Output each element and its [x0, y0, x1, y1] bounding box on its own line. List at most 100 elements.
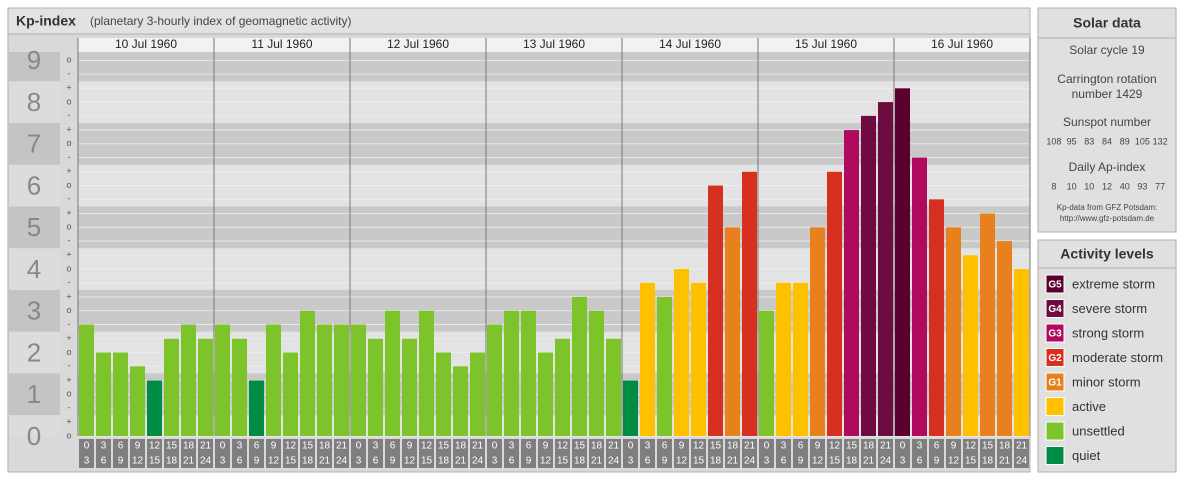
- slot-end: 24: [336, 456, 348, 467]
- bar: [963, 255, 978, 436]
- solar-value: 95: [1067, 136, 1077, 146]
- slot-start: 18: [183, 441, 195, 452]
- bar: [878, 102, 893, 436]
- slot-box: [368, 439, 383, 468]
- bar: [929, 199, 944, 436]
- label-band: [9, 52, 60, 82]
- solar-value: 40: [1120, 181, 1130, 191]
- slot-box: [623, 439, 638, 468]
- legend-label: quiet: [1072, 448, 1101, 463]
- bar: [504, 310, 519, 436]
- slot-start: 15: [846, 441, 858, 452]
- slot-end: 18: [302, 456, 314, 467]
- slot-end: 12: [404, 456, 416, 467]
- legend-code: G3: [1048, 329, 1062, 340]
- slot-box: [266, 439, 281, 468]
- label-band: [9, 373, 60, 416]
- bar: [368, 338, 383, 436]
- day-label: 15 Jul 1960: [795, 37, 857, 51]
- slot-end: 18: [846, 456, 858, 467]
- slot-start: 18: [863, 441, 875, 452]
- slot-end: 6: [237, 456, 243, 467]
- day-label: 12 Jul 1960: [387, 37, 449, 51]
- bar: [300, 310, 315, 436]
- y-tick-label: 1: [27, 379, 41, 409]
- legend-swatch: [1045, 397, 1065, 416]
- slot-start: 15: [438, 441, 450, 452]
- slot-start: 0: [764, 441, 770, 452]
- slot-start: 21: [608, 441, 620, 452]
- slot-end: 3: [628, 456, 634, 467]
- slot-box: [725, 439, 740, 468]
- day-label: 10 Jul 1960: [115, 37, 177, 51]
- slot-end: 6: [917, 456, 923, 467]
- slot-box: [334, 439, 349, 468]
- value: 19: [1131, 43, 1145, 57]
- y-tick-label: 0: [27, 421, 41, 451]
- bar: [402, 338, 417, 436]
- minor-tick-label: o: [66, 263, 71, 273]
- bar: [266, 324, 281, 436]
- slot-start: 0: [84, 441, 90, 452]
- slot-box: [878, 439, 893, 468]
- slot-start: 18: [999, 441, 1011, 452]
- slot-start: 12: [557, 441, 569, 452]
- legend-label: minor storm: [1072, 374, 1141, 389]
- bar: [487, 324, 502, 436]
- bar: [657, 297, 672, 436]
- slot-box: [861, 439, 876, 468]
- label-band: [9, 289, 60, 332]
- slot-box: [963, 439, 978, 468]
- solar-value: 77: [1155, 181, 1165, 191]
- minor-tick-label: +: [66, 166, 71, 176]
- minor-tick-label: -: [68, 361, 71, 371]
- slot-box: [640, 439, 655, 468]
- bar: [589, 310, 604, 436]
- bar: [283, 352, 298, 436]
- bar: [351, 324, 366, 436]
- bar: [96, 352, 111, 436]
- slot-end: 15: [693, 456, 705, 467]
- source: Kp-data from GFZ Potsdam:: [1057, 203, 1157, 212]
- slot-end: 3: [356, 456, 362, 467]
- slot-box: [113, 439, 128, 468]
- slot-end: 24: [744, 456, 756, 467]
- slot-box: [980, 439, 995, 468]
- slot-start: 15: [166, 441, 178, 452]
- slot-start: 3: [373, 441, 379, 452]
- slot-box: [912, 439, 927, 468]
- slot-start: 3: [645, 441, 651, 452]
- bar: [810, 227, 825, 436]
- bar: [861, 115, 876, 436]
- slot-box: [759, 439, 774, 468]
- slot-box: [844, 439, 859, 468]
- slot-end: 21: [727, 456, 739, 467]
- slot-start: 0: [628, 441, 634, 452]
- slot-start: 9: [135, 441, 141, 452]
- slot-start: 6: [798, 441, 804, 452]
- title-bar: [7, 7, 1031, 35]
- solar-value: 10: [1084, 181, 1094, 191]
- bar: [606, 338, 621, 436]
- slot-box: [827, 439, 842, 468]
- band: [78, 52, 1030, 82]
- slot-end: 21: [591, 456, 603, 467]
- slot-box: [198, 439, 213, 468]
- slot-end: 21: [455, 456, 467, 467]
- bar: [1014, 269, 1029, 436]
- slot-start: 12: [693, 441, 705, 452]
- chart-title: Kp-index: [16, 13, 76, 29]
- slot-box: [96, 439, 111, 468]
- slot-box: [300, 439, 315, 468]
- slot-box: [946, 439, 961, 468]
- slot-start: 12: [285, 441, 297, 452]
- slot-start: 15: [574, 441, 586, 452]
- slot-start: 21: [200, 441, 212, 452]
- solar-cycle: Solar cycle 19: [1069, 43, 1145, 57]
- slot-box: [997, 439, 1012, 468]
- minor-tick-label: -: [68, 235, 71, 245]
- solar-value: 89: [1120, 136, 1130, 146]
- slot-start: 0: [220, 441, 226, 452]
- legend-label: strong storm: [1072, 325, 1144, 340]
- slot-end: 9: [254, 456, 260, 467]
